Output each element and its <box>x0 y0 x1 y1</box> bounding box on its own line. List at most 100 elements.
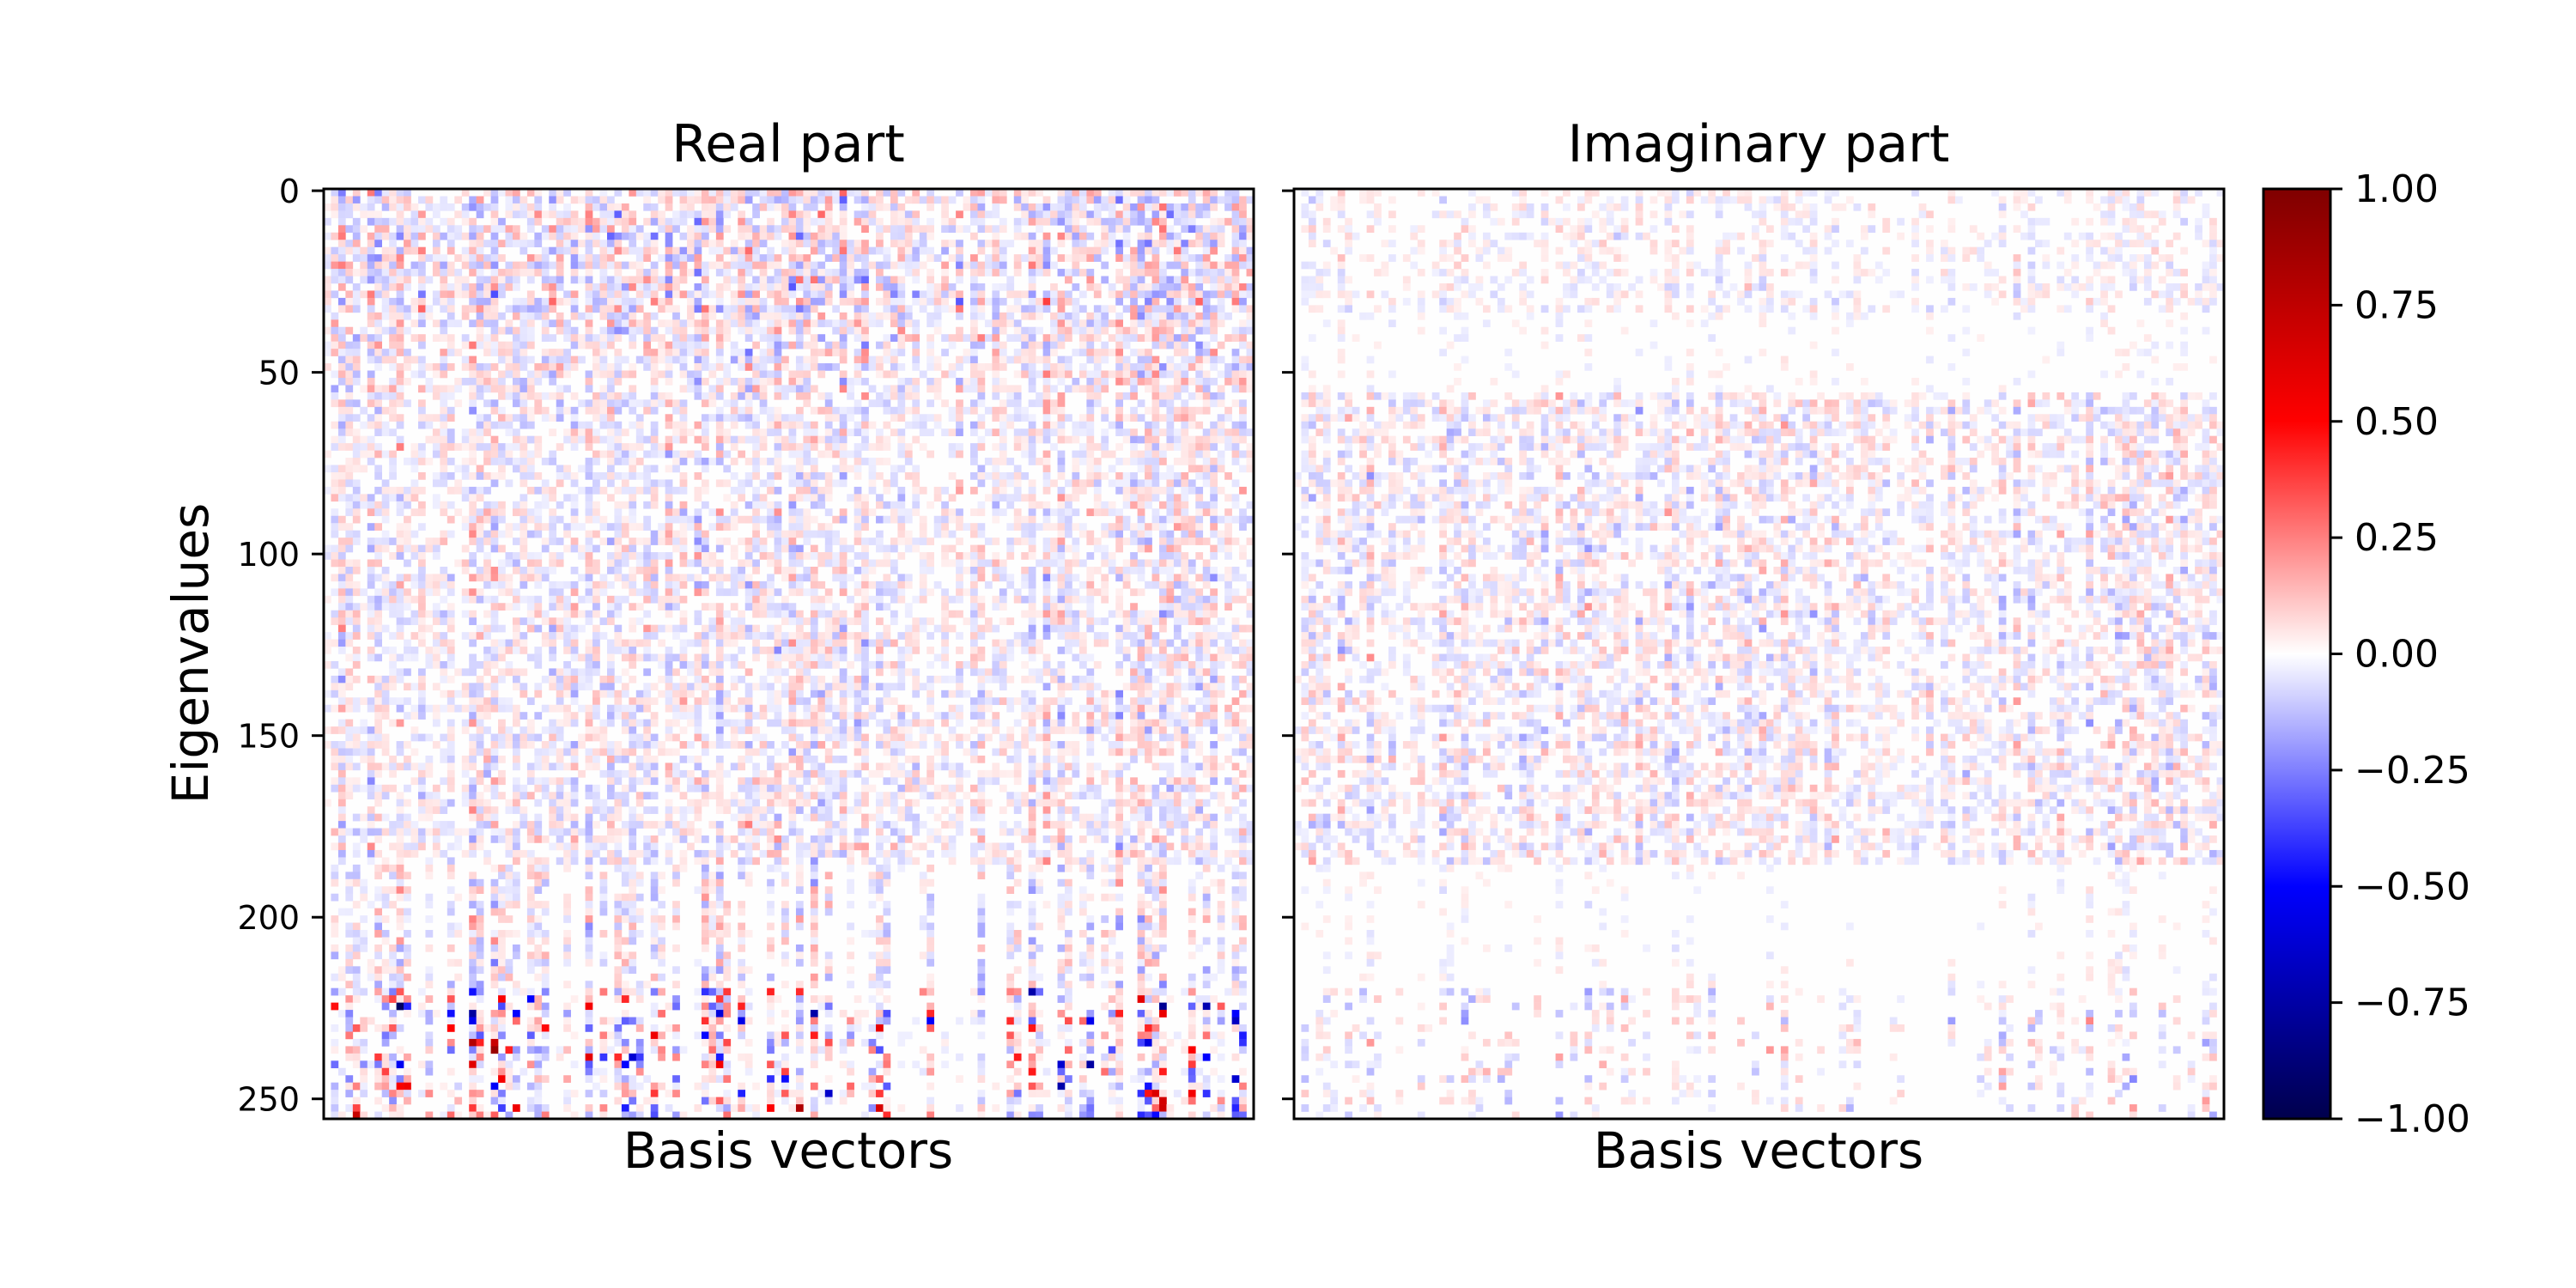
heatmap-cell <box>1159 603 1167 611</box>
heatmap-cell <box>1159 595 1167 604</box>
heatmap-cell <box>977 341 986 349</box>
heatmap-cell <box>1159 610 1167 618</box>
heatmap-cell <box>1042 196 1051 204</box>
heatmap-cell <box>941 240 949 247</box>
heatmap-cell <box>417 341 426 349</box>
heatmap-cell <box>650 479 659 488</box>
heatmap-cell <box>883 552 891 560</box>
heatmap-cell <box>606 610 615 618</box>
heatmap-cell <box>984 580 993 589</box>
heatmap-cell <box>1166 283 1175 291</box>
heatmap-cell <box>498 217 506 226</box>
heatmap-cell <box>963 552 971 560</box>
heatmap-cell <box>440 538 448 545</box>
heatmap-cell <box>1166 544 1175 553</box>
heatmap-cell <box>744 283 753 291</box>
heatmap-cell <box>1137 399 1145 408</box>
heatmap-cell <box>883 276 891 284</box>
heatmap-cell <box>977 566 986 574</box>
heatmap-cell <box>410 370 419 379</box>
heatmap-cell <box>919 421 927 429</box>
heatmap-cell <box>606 334 615 342</box>
heatmap-cell <box>337 471 346 480</box>
heatmap-cell <box>679 435 688 444</box>
heatmap-cell <box>1181 240 1189 247</box>
heatmap-cell <box>352 240 361 247</box>
heatmap-cell <box>970 334 978 342</box>
heatmap-cell <box>970 399 978 408</box>
heatmap-cell <box>781 196 789 204</box>
heatmap-cell <box>556 559 564 568</box>
heatmap-cell <box>715 203 724 211</box>
heatmap-cell <box>970 574 978 582</box>
heatmap-cell <box>534 501 543 509</box>
heatmap-cell <box>1115 217 1123 226</box>
heatmap-cell <box>933 377 942 386</box>
heatmap-cell <box>599 240 608 247</box>
heatmap-cell <box>541 334 550 342</box>
heatmap-cell <box>381 217 390 226</box>
heatmap-cell <box>1078 326 1087 335</box>
heatmap-cell <box>1166 443 1175 451</box>
heatmap-cell <box>752 385 760 393</box>
heatmap-cell <box>1173 603 1182 611</box>
heatmap-cell <box>919 595 927 604</box>
heatmap-cell <box>759 588 768 597</box>
heatmap-cell <box>970 305 978 313</box>
heatmap-cell <box>715 196 724 204</box>
heatmap-cell <box>512 465 520 473</box>
heatmap-cell <box>912 189 920 197</box>
heatmap-cell <box>367 580 375 589</box>
heatmap-cell <box>963 355 971 364</box>
heatmap-cell <box>883 574 891 582</box>
heatmap-cell <box>454 377 463 386</box>
heatmap-cell <box>1173 341 1182 349</box>
heatmap-cell <box>904 312 913 320</box>
heatmap-cell <box>512 501 520 509</box>
heatmap-cell <box>381 421 390 429</box>
heatmap-cell <box>585 246 593 255</box>
heatmap-cell <box>635 290 644 299</box>
heatmap-cell <box>897 465 906 473</box>
heatmap-cell <box>854 355 862 364</box>
heatmap-cell <box>1130 471 1138 480</box>
heatmap-cell <box>839 544 848 553</box>
heatmap-cell <box>1115 210 1123 219</box>
heatmap-cell <box>324 276 331 284</box>
heatmap-cell <box>374 232 382 240</box>
heatmap-cell <box>1181 189 1189 197</box>
heatmap-cell <box>1050 370 1058 379</box>
heatmap-cell <box>941 334 949 342</box>
heatmap-cell <box>788 254 797 262</box>
heatmap-cell <box>904 246 913 255</box>
heatmap-cell <box>774 363 782 371</box>
heatmap-cell <box>694 574 702 582</box>
heatmap-cell <box>1188 580 1196 589</box>
heatmap-cell <box>897 595 906 604</box>
heatmap-cell <box>643 349 652 356</box>
heatmap-cell <box>904 377 913 386</box>
heatmap-cell <box>490 385 499 393</box>
heatmap-cell <box>635 421 644 429</box>
heatmap-cell <box>1224 523 1232 531</box>
heatmap-cell <box>1108 530 1116 538</box>
heatmap-cell <box>803 566 811 574</box>
heatmap-cell <box>1036 458 1043 465</box>
heatmap-cell <box>650 465 659 473</box>
heatmap-cell <box>752 290 760 299</box>
heatmap-cell <box>759 501 768 509</box>
heatmap-cell <box>701 588 709 597</box>
heatmap-cell <box>1246 319 1255 328</box>
heatmap-cell <box>643 610 652 618</box>
heatmap-cell <box>345 566 354 574</box>
heatmap-cell <box>570 269 579 276</box>
heatmap-cell <box>694 217 702 226</box>
heatmap-cell <box>1231 254 1240 262</box>
heatmap-cell <box>927 217 935 226</box>
heatmap-cell <box>665 377 673 386</box>
heatmap-cell <box>1188 225 1196 234</box>
heatmap-cell <box>490 617 499 625</box>
heatmap-cell <box>1078 189 1087 197</box>
heatmap-cell <box>599 254 608 262</box>
heatmap-cell <box>803 196 811 204</box>
